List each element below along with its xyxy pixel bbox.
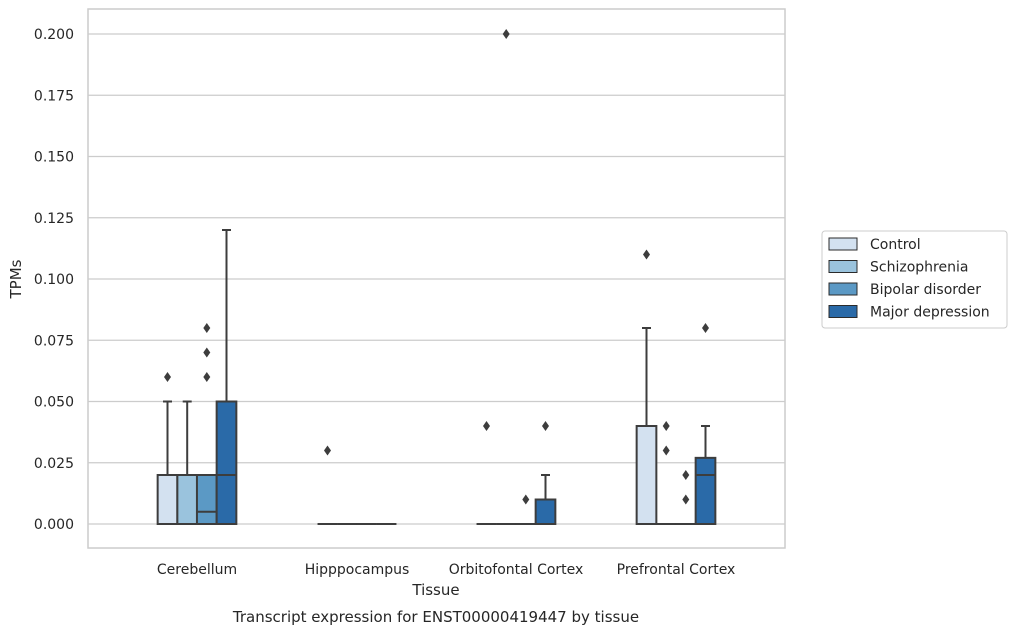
- legend-swatch: [828, 282, 858, 296]
- box-body: [156, 474, 179, 525]
- y-tick-labels: 0.000 0.025 0.050 0.075 0.100 0.125 0.150 0.175…: [34, 27, 74, 533]
- box-body: [534, 498, 557, 525]
- x-tick-label: Cerebellum: [157, 562, 237, 578]
- box-mark: [195, 323, 218, 525]
- grid-lines: [88, 33, 785, 525]
- outlier-point: [324, 445, 331, 456]
- x-tick-label: Hipppocampus: [305, 562, 410, 578]
- outlier-point: [522, 494, 530, 505]
- y-tick-label: 0.125: [34, 211, 74, 227]
- plot-frame: [87, 8, 786, 549]
- outlier-point: [542, 421, 549, 431]
- legend-swatch: [828, 260, 858, 273]
- box-mark: [317, 445, 338, 525]
- outlier-point: [502, 29, 510, 39]
- box-body: [635, 425, 658, 525]
- box-mark: [476, 421, 497, 525]
- outlier-point: [203, 323, 211, 333]
- outlier-point: [483, 421, 490, 431]
- y-tick-label: 0.050: [34, 395, 74, 411]
- y-tick-label: 0.000: [34, 517, 74, 533]
- box-body: [195, 474, 218, 525]
- box-body: [215, 400, 238, 525]
- legend-label: Schizophrenia: [870, 260, 968, 276]
- chart-caption: Transcript expression for ENST0000041944…: [232, 608, 639, 626]
- outlier-point: [164, 372, 171, 382]
- box-mark: [215, 229, 238, 525]
- legend-label: Bipolar disorder: [870, 282, 981, 298]
- legend-label: Major depression: [870, 305, 990, 321]
- box-body: [694, 456, 717, 526]
- y-tick-label: 0.175: [34, 88, 74, 104]
- outlier-point: [702, 323, 709, 333]
- y-tick-label: 0.100: [34, 272, 74, 288]
- box-mark: [534, 421, 557, 525]
- y-tick-label: 0.075: [34, 333, 74, 349]
- legend-frame: [821, 230, 1008, 329]
- box-mark: [496, 29, 517, 525]
- outlier-point: [662, 445, 670, 456]
- outlier-point: [203, 372, 211, 382]
- x-tick-label: Orbitofontal Cortex: [449, 562, 584, 578]
- outlier-point: [643, 249, 650, 260]
- legend-label: Control: [870, 237, 921, 253]
- x-tick-label: Prefrontal Cortex: [617, 562, 736, 578]
- y-axis-title: TPMs: [7, 259, 25, 299]
- box-body: [176, 474, 199, 525]
- outlier-point: [662, 421, 670, 431]
- outlier-point: [682, 494, 690, 505]
- box-mark: [675, 470, 696, 525]
- box-series-layer: [156, 29, 717, 526]
- outlier-point: [203, 347, 211, 358]
- box-mark: [635, 249, 658, 525]
- box-mark: [694, 323, 717, 526]
- y-tick-label: 0.025: [34, 456, 74, 472]
- y-tick-label: 0.150: [34, 150, 74, 166]
- x-tick-labels: Cerebellum Hipppocampus Orbitofontal Corte…: [157, 562, 735, 578]
- legend: Control Schizophrenia Bipolar disorder Majo…: [821, 230, 1008, 329]
- box-mark: [515, 494, 536, 525]
- box-mark: [156, 372, 179, 525]
- legend-swatch: [828, 305, 858, 318]
- box-mark: [656, 421, 677, 525]
- y-tick-label: 0.200: [34, 27, 74, 43]
- legend-swatch: [828, 237, 858, 251]
- outlier-point: [682, 470, 690, 480]
- x-axis-title: Tissue: [411, 581, 459, 599]
